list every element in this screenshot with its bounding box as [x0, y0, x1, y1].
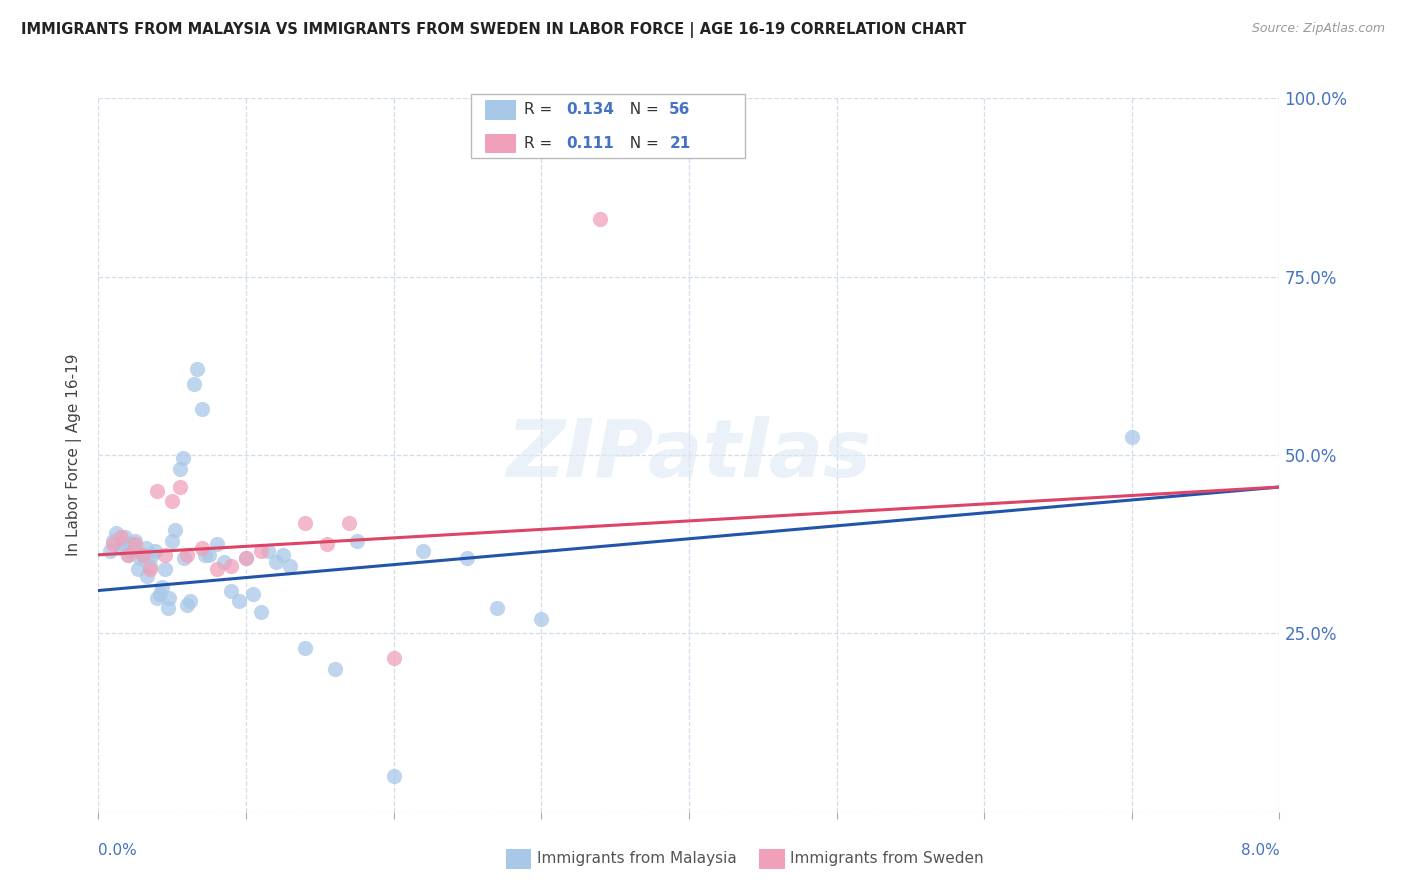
Text: N =: N =: [620, 103, 664, 117]
Point: [316, 537, 339, 551]
Point: [149, 587, 172, 601]
Point: [337, 516, 360, 530]
Point: [530, 612, 553, 626]
Point: [173, 551, 195, 566]
Point: [132, 548, 155, 562]
Point: [382, 651, 405, 665]
Point: [162, 533, 183, 548]
Point: [169, 462, 191, 476]
Point: [128, 551, 150, 566]
Y-axis label: In Labor Force | Age 16-19: In Labor Force | Age 16-19: [66, 353, 83, 557]
Point: [121, 537, 143, 551]
Point: [157, 591, 180, 605]
Point: [194, 548, 217, 562]
Point: [250, 605, 273, 619]
Text: 0.0%: 0.0%: [98, 843, 138, 858]
Point: [153, 562, 176, 576]
Point: [110, 541, 132, 555]
Point: [139, 562, 162, 576]
Point: [153, 548, 176, 562]
Point: [485, 601, 508, 615]
Point: [278, 558, 302, 573]
Point: [172, 451, 194, 466]
Point: [205, 537, 228, 551]
Point: [271, 548, 294, 562]
Point: [183, 376, 205, 391]
Point: [141, 548, 163, 562]
Point: [323, 662, 346, 676]
Point: [146, 591, 169, 605]
Text: Immigrants from Malaysia: Immigrants from Malaysia: [537, 851, 737, 865]
Point: [250, 544, 273, 558]
Point: [150, 580, 173, 594]
Point: [103, 537, 125, 551]
Point: [228, 594, 250, 608]
Text: R =: R =: [524, 103, 558, 117]
Text: 0.134: 0.134: [567, 103, 614, 117]
Point: [112, 537, 135, 551]
Point: [156, 601, 179, 615]
Point: [162, 494, 183, 508]
Point: [146, 483, 169, 498]
Point: [117, 548, 139, 562]
Point: [346, 533, 368, 548]
Point: [191, 541, 214, 555]
Point: [165, 523, 187, 537]
Point: [219, 558, 242, 573]
Point: [235, 551, 257, 566]
Text: Immigrants from Sweden: Immigrants from Sweden: [790, 851, 984, 865]
Point: [191, 401, 214, 416]
Point: [1121, 430, 1143, 444]
Point: [589, 212, 612, 227]
Point: [135, 541, 157, 555]
Text: 21: 21: [669, 136, 690, 151]
Point: [219, 583, 242, 598]
Point: [143, 544, 166, 558]
Point: [198, 548, 221, 562]
Text: R =: R =: [524, 136, 562, 151]
Point: [412, 544, 434, 558]
Text: 0.111: 0.111: [567, 136, 614, 151]
Point: [212, 555, 235, 569]
Point: [242, 587, 264, 601]
Text: IMMIGRANTS FROM MALAYSIA VS IMMIGRANTS FROM SWEDEN IN LABOR FORCE | AGE 16-19 CO: IMMIGRANTS FROM MALAYSIA VS IMMIGRANTS F…: [21, 22, 966, 38]
Point: [124, 533, 146, 548]
Point: [264, 555, 287, 569]
Point: [205, 562, 228, 576]
Text: 56: 56: [669, 103, 690, 117]
Point: [294, 516, 316, 530]
Point: [456, 551, 478, 566]
Point: [120, 544, 142, 558]
Point: [169, 480, 191, 494]
Point: [110, 530, 132, 544]
Text: Source: ZipAtlas.com: Source: ZipAtlas.com: [1251, 22, 1385, 36]
Point: [136, 569, 159, 583]
Point: [132, 548, 155, 562]
Point: [124, 537, 146, 551]
Point: [235, 551, 257, 566]
Point: [98, 544, 121, 558]
Point: [117, 548, 139, 562]
Point: [257, 544, 280, 558]
Point: [139, 558, 162, 573]
Point: [294, 640, 316, 655]
Point: [179, 594, 201, 608]
Point: [127, 562, 149, 576]
Point: [186, 362, 208, 376]
Point: [105, 526, 128, 541]
Point: [382, 769, 405, 783]
Point: [176, 548, 198, 562]
Point: [103, 533, 125, 548]
Point: [176, 598, 198, 612]
Text: N =: N =: [620, 136, 664, 151]
Point: [114, 530, 136, 544]
Text: 8.0%: 8.0%: [1240, 843, 1279, 858]
Text: ZIPatlas: ZIPatlas: [506, 416, 872, 494]
